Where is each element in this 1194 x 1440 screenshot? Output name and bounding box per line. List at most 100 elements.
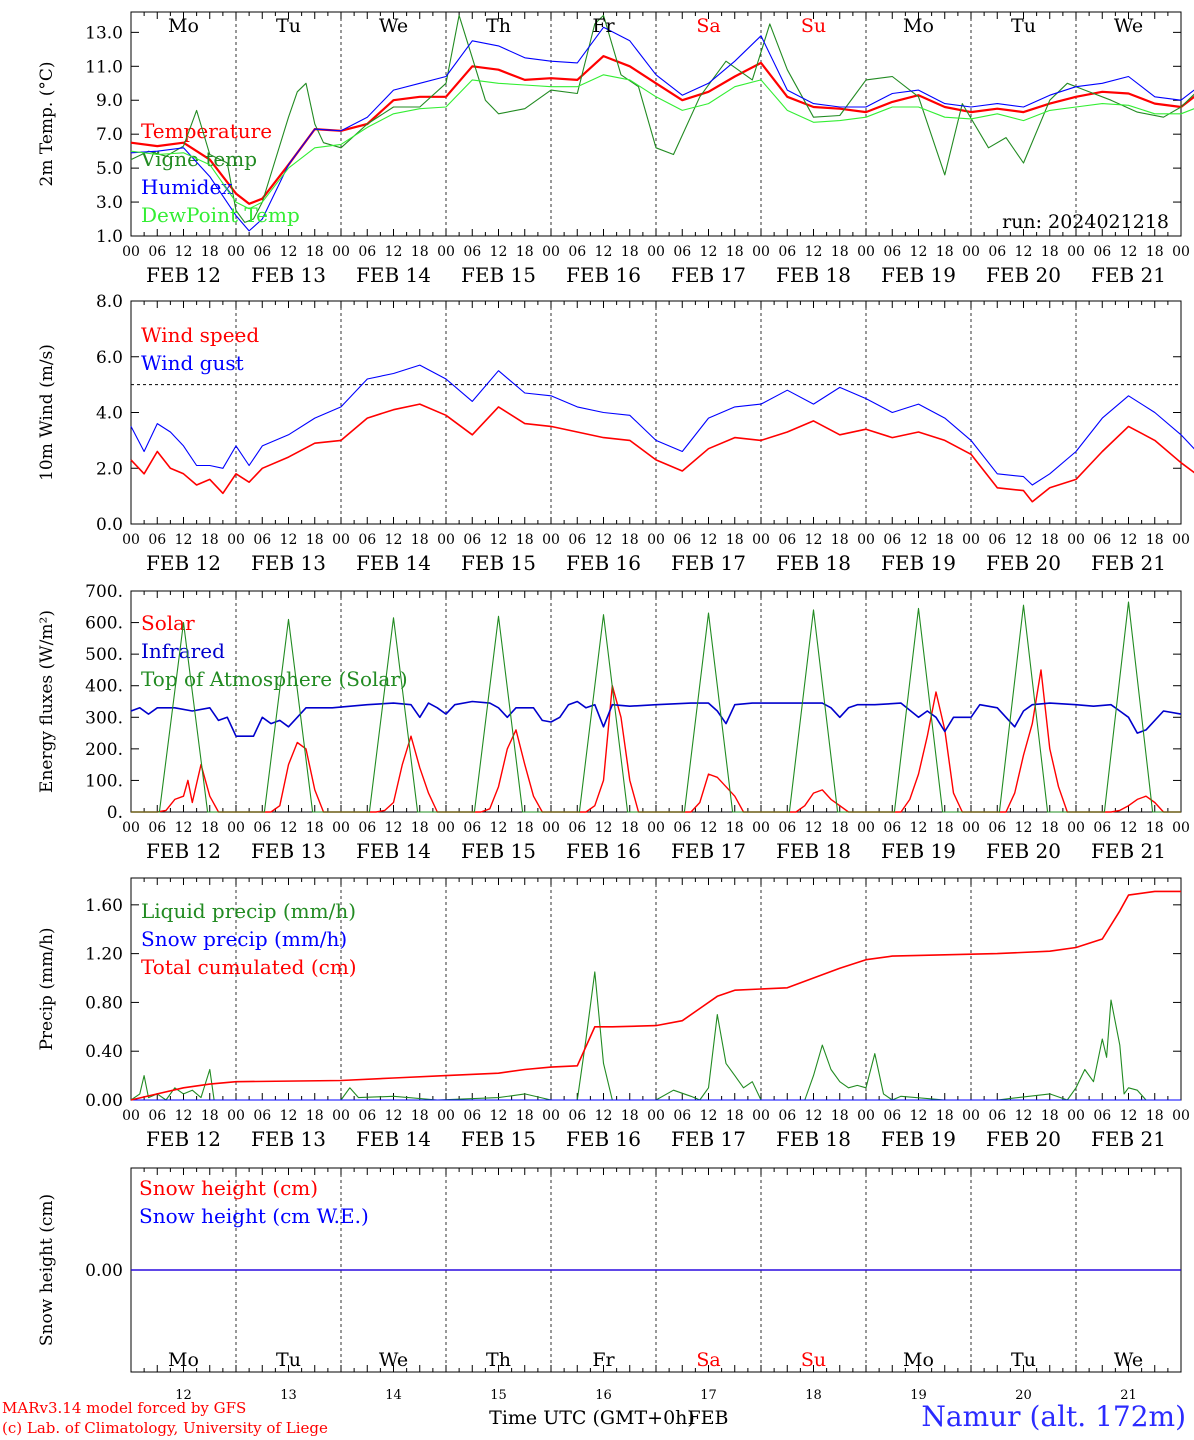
flux-date-label: FEB 18 bbox=[776, 839, 851, 863]
temp-hour-label: 00 bbox=[752, 244, 770, 260]
snow-legend-snow-height-cm-: Snow height (cm) bbox=[139, 1176, 318, 1200]
temp-hour-label: 12 bbox=[805, 244, 823, 260]
wind-hour-label: 00 bbox=[1172, 532, 1190, 548]
precip-hour-label: 12 bbox=[385, 1108, 403, 1124]
flux-hour-label: 00 bbox=[122, 820, 140, 836]
wind-hour-label: 00 bbox=[857, 532, 875, 548]
precip-hour-label: 18 bbox=[1041, 1108, 1059, 1124]
precip-hour-label: 18 bbox=[1146, 1108, 1164, 1124]
flux-date-label: FEB 19 bbox=[881, 839, 956, 863]
flux-legend-top-of-atmosphere-solar-: Top of Atmosphere (Solar) bbox=[141, 667, 408, 691]
wind-hour-label: 12 bbox=[175, 532, 193, 548]
precip-legend-liquid-precip-mm-h-: Liquid precip (mm/h) bbox=[141, 899, 356, 923]
precip-date-label: FEB 14 bbox=[356, 1127, 431, 1151]
wind-hour-label: 00 bbox=[1067, 532, 1085, 548]
flux-hour-label: 06 bbox=[673, 820, 691, 836]
temp-hour-label: 12 bbox=[595, 244, 613, 260]
flux-y-tick-label: 300. bbox=[85, 708, 123, 728]
precip-y-axis-label: Precip (mm/h) bbox=[37, 927, 57, 1050]
temp-y-tick-label: 5.0 bbox=[96, 159, 123, 179]
wind-hour-label: 12 bbox=[385, 532, 403, 548]
credit-model: MARv3.14 model forced by GFS bbox=[2, 1399, 247, 1417]
precip-hour-label: 18 bbox=[306, 1108, 324, 1124]
flux-y-tick-label: 600. bbox=[85, 614, 123, 634]
precip-hour-label: 00 bbox=[542, 1108, 560, 1124]
precip-date-label: FEB 13 bbox=[251, 1127, 326, 1151]
temp-date-label: FEB 17 bbox=[671, 263, 746, 287]
temp-y-tick-label: 11.0 bbox=[85, 57, 123, 77]
temp-series-vigne-temp bbox=[130, 14, 1194, 223]
precip-y-tick-label: 0.80 bbox=[85, 993, 123, 1013]
snow-day-number: 12 bbox=[175, 1388, 192, 1403]
snow-day-number: 17 bbox=[700, 1388, 717, 1403]
flux-hour-label: 06 bbox=[988, 820, 1006, 836]
wind-y-axis-label: 10m Wind (m/s) bbox=[37, 344, 57, 481]
precip-date-label: FEB 12 bbox=[146, 1127, 221, 1151]
flux-hour-label: 18 bbox=[1146, 820, 1164, 836]
precip-hour-label: 00 bbox=[1172, 1108, 1190, 1124]
snow-day-number: 18 bbox=[805, 1388, 822, 1403]
flux-hour-label: 12 bbox=[595, 820, 613, 836]
temp-date-label: FEB 13 bbox=[251, 263, 326, 287]
flux-hour-label: 06 bbox=[358, 820, 376, 836]
wind-date-label: FEB 12 bbox=[146, 551, 221, 575]
wind-hour-label: 00 bbox=[227, 532, 245, 548]
flux-hour-label: 18 bbox=[1041, 820, 1059, 836]
temp-hour-label: 06 bbox=[883, 244, 901, 260]
temp-series-humidex bbox=[130, 26, 1194, 232]
temp-weekday-label: Fr bbox=[592, 15, 615, 37]
temp-legend-dewpoint-temp: DewPoint Temp bbox=[141, 203, 300, 227]
wind-hour-label: 18 bbox=[1146, 532, 1164, 548]
temp-hour-label: 18 bbox=[306, 244, 324, 260]
snow-weekday-label: Sa bbox=[696, 1349, 720, 1371]
precip-hour-label: 00 bbox=[962, 1108, 980, 1124]
temp-y-tick-label: 9.0 bbox=[96, 91, 123, 111]
flux-date-label: FEB 15 bbox=[461, 839, 536, 863]
temp-hour-label: 18 bbox=[201, 244, 219, 260]
snow-day-number: 14 bbox=[385, 1388, 402, 1403]
snow-y-tick-label: 0.00 bbox=[85, 1261, 123, 1281]
snow-day-number: 21 bbox=[1120, 1388, 1137, 1403]
flux-hour-label: 00 bbox=[1172, 820, 1190, 836]
wind-y-tick-label: 4.0 bbox=[96, 404, 123, 424]
snow-day-number: 13 bbox=[280, 1388, 297, 1403]
precip-hour-label: 00 bbox=[647, 1108, 665, 1124]
flux-hour-label: 06 bbox=[463, 820, 481, 836]
temp-hour-label: 00 bbox=[227, 244, 245, 260]
temp-hour-label: 12 bbox=[1120, 244, 1138, 260]
temp-hour-label: 18 bbox=[936, 244, 954, 260]
wind-series-wind-speed bbox=[130, 403, 1194, 503]
wind-hour-label: 18 bbox=[1041, 532, 1059, 548]
wind-hour-label: 00 bbox=[752, 532, 770, 548]
snow-weekday-label: Su bbox=[801, 1349, 826, 1371]
temp-hour-label: 18 bbox=[411, 244, 429, 260]
wind-hour-label: 18 bbox=[201, 532, 219, 548]
precip-hour-label: 12 bbox=[175, 1108, 193, 1124]
flux-hour-label: 12 bbox=[175, 820, 193, 836]
precip-date-label: FEB 15 bbox=[461, 1127, 536, 1151]
wind-date-label: FEB 13 bbox=[251, 551, 326, 575]
flux-date-label: FEB 17 bbox=[671, 839, 746, 863]
flux-hour-label: 18 bbox=[516, 820, 534, 836]
temp-hour-label: 12 bbox=[385, 244, 403, 260]
snow-y-axis-label: Snow height (cm) bbox=[37, 1194, 57, 1346]
wind-date-label: FEB 20 bbox=[986, 551, 1061, 575]
flux-hour-label: 06 bbox=[883, 820, 901, 836]
precip-legend-snow-precip-mm-h-: Snow precip (mm/h) bbox=[141, 927, 347, 951]
precip-date-label: FEB 21 bbox=[1091, 1127, 1166, 1151]
snow-weekday-label: We bbox=[1114, 1349, 1143, 1371]
precip-hour-label: 18 bbox=[621, 1108, 639, 1124]
wind-hour-label: 00 bbox=[542, 532, 560, 548]
temp-hour-label: 06 bbox=[253, 244, 271, 260]
wind-hour-label: 12 bbox=[1015, 532, 1033, 548]
precip-date-label: FEB 18 bbox=[776, 1127, 851, 1151]
precip-hour-label: 06 bbox=[988, 1108, 1006, 1124]
precip-y-tick-label: 1.20 bbox=[85, 945, 123, 965]
temp-hour-label: 00 bbox=[542, 244, 560, 260]
wind-hour-label: 12 bbox=[595, 532, 613, 548]
wind-hour-label: 12 bbox=[910, 532, 928, 548]
precip-hour-label: 12 bbox=[490, 1108, 508, 1124]
wind-date-label: FEB 16 bbox=[566, 551, 641, 575]
temp-series-dewpoint-temp bbox=[130, 74, 1194, 210]
temp-weekday-label: Tu bbox=[276, 15, 301, 37]
